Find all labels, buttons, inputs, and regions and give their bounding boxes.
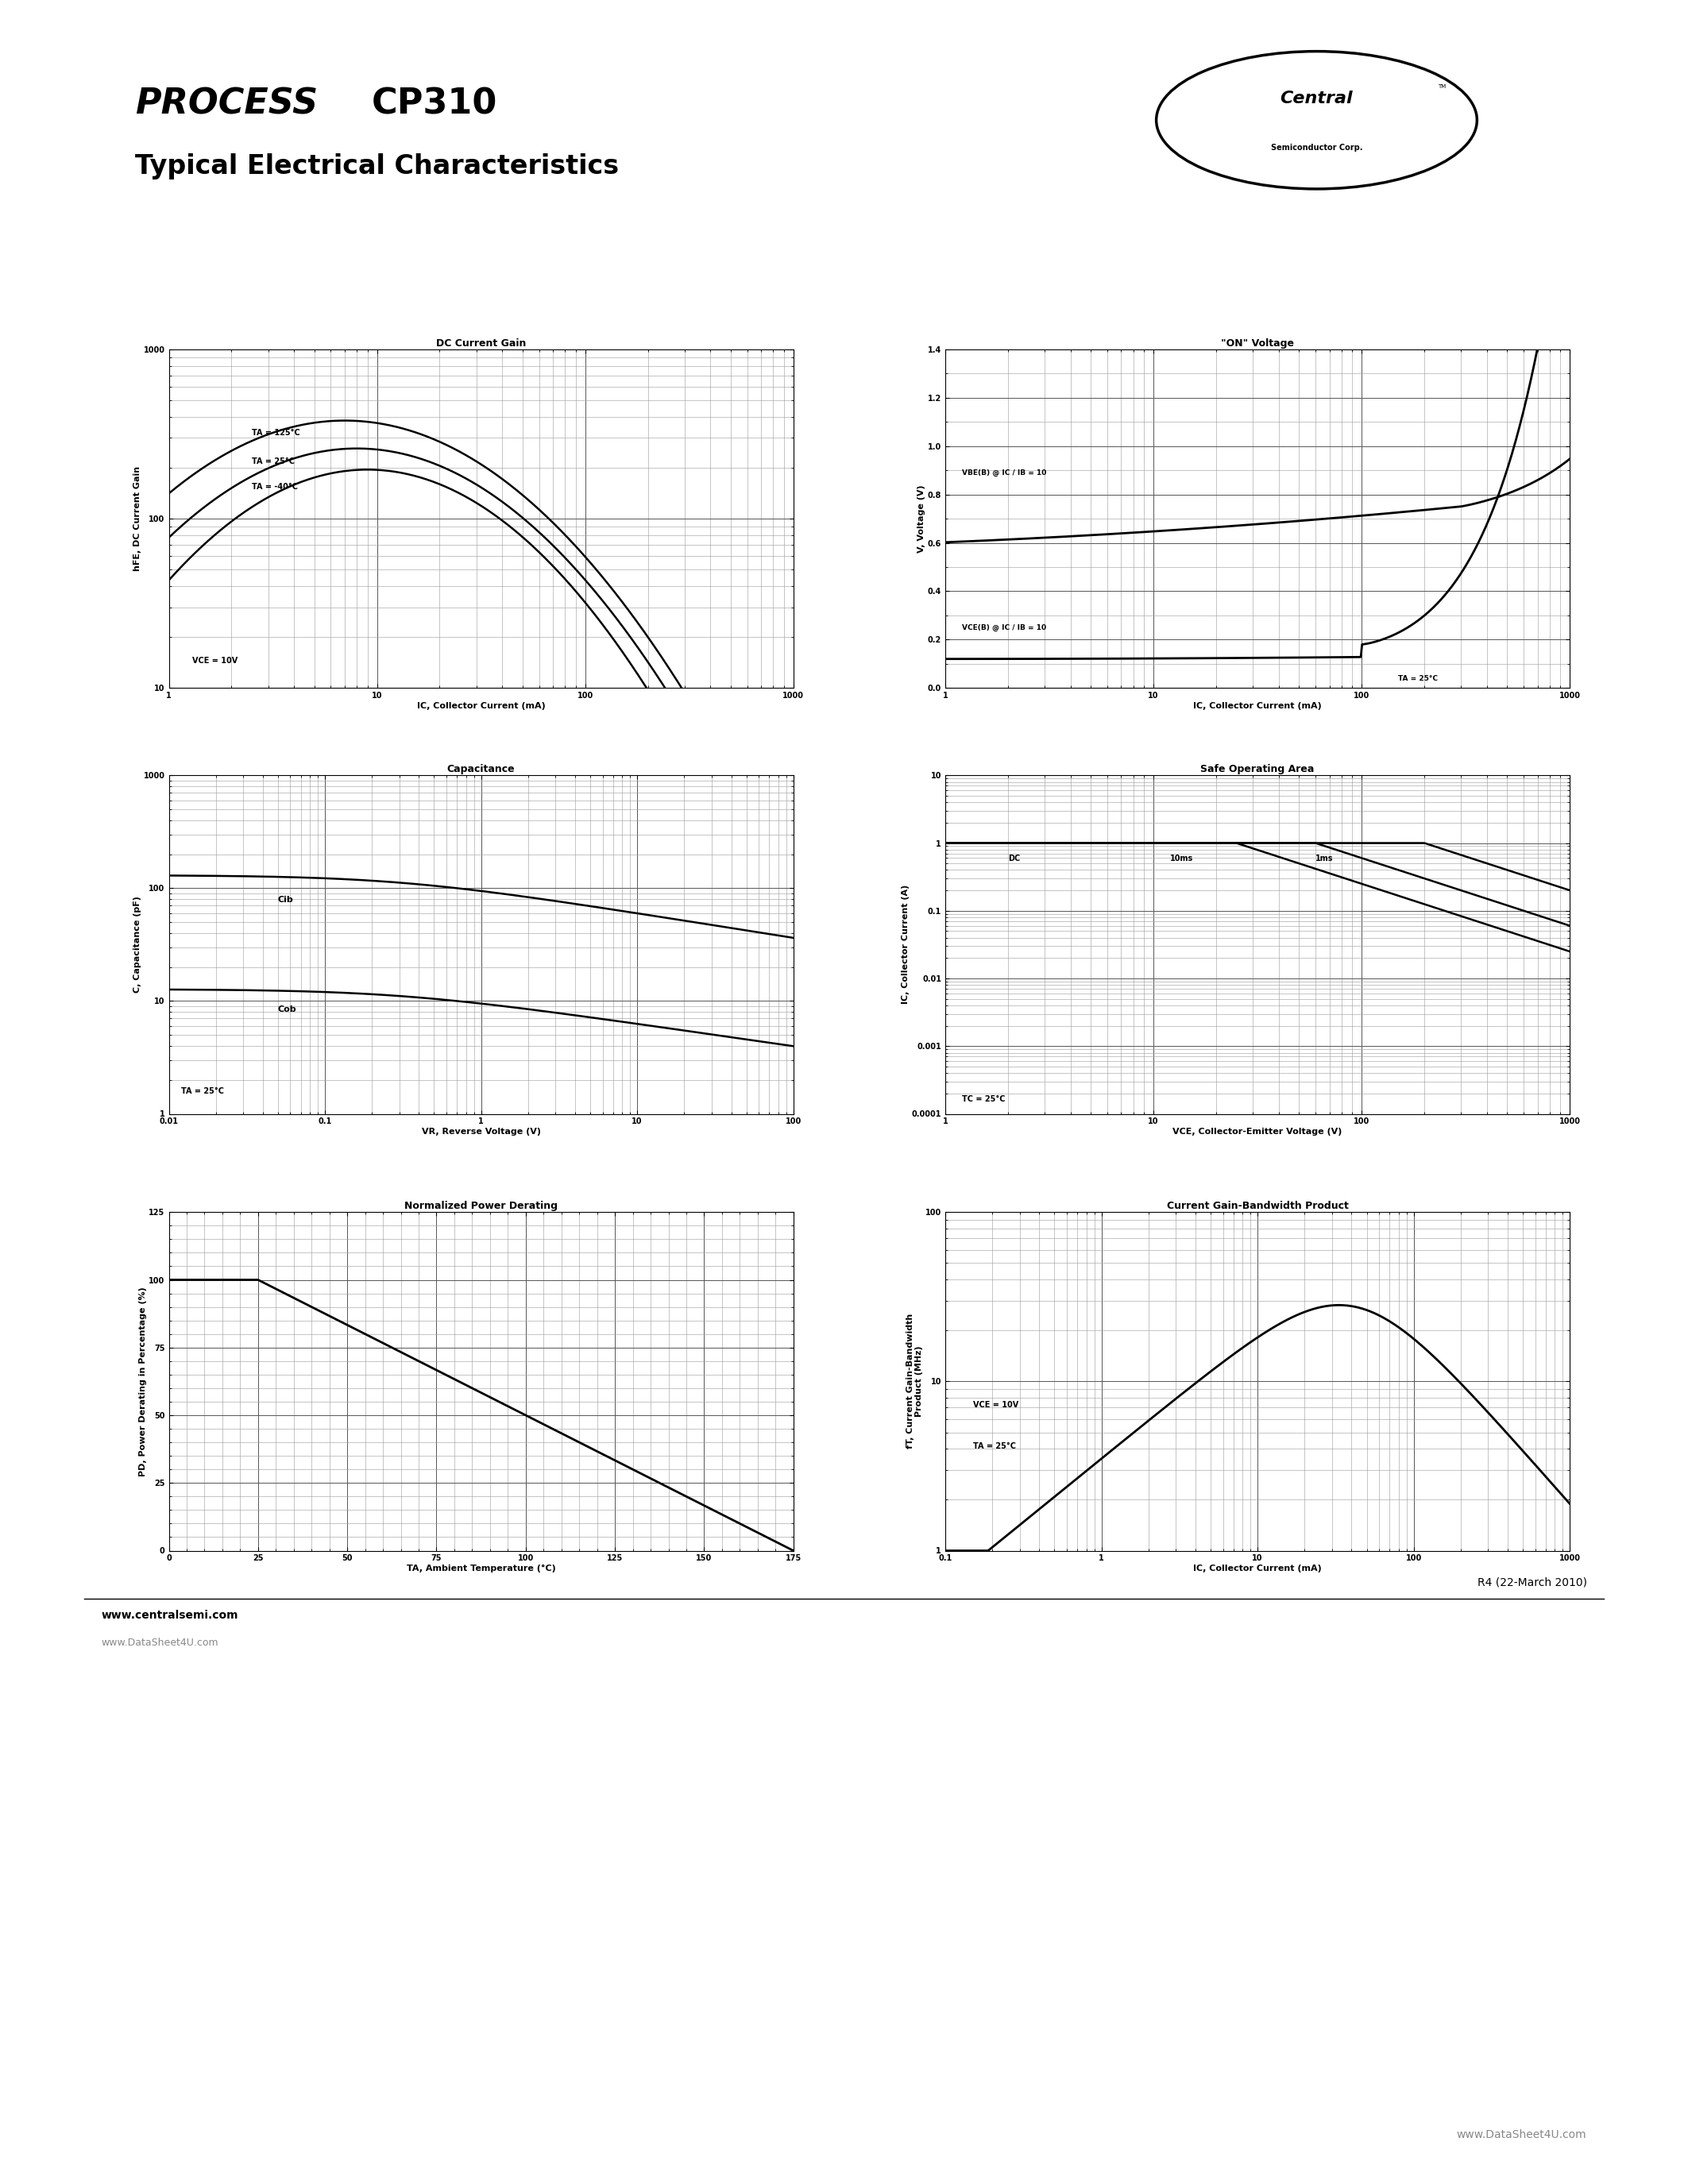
Text: www.DataSheet4U.com: www.DataSheet4U.com (1457, 2129, 1587, 2140)
Text: VCE = 10V: VCE = 10V (972, 1402, 1018, 1409)
X-axis label: TA, Ambient Temperature (°C): TA, Ambient Temperature (°C) (407, 1564, 555, 1572)
Text: VCE = 10V: VCE = 10V (192, 657, 238, 664)
Text: R4 (22-March 2010): R4 (22-March 2010) (1477, 1577, 1587, 1588)
Title: Safe Operating Area: Safe Operating Area (1200, 764, 1315, 775)
X-axis label: IC, Collector Current (mA): IC, Collector Current (mA) (1193, 1564, 1322, 1572)
Text: TA = 25°C: TA = 25°C (181, 1088, 225, 1096)
Text: TA = -40°C: TA = -40°C (252, 483, 297, 491)
X-axis label: VR, Reverse Voltage (V): VR, Reverse Voltage (V) (422, 1127, 540, 1136)
X-axis label: IC, Collector Current (mA): IC, Collector Current (mA) (417, 701, 545, 710)
X-axis label: VCE, Collector-Emitter Voltage (V): VCE, Collector-Emitter Voltage (V) (1173, 1127, 1342, 1136)
Text: Cib: Cib (279, 895, 294, 904)
Y-axis label: IC, Collector Current (A): IC, Collector Current (A) (901, 885, 910, 1005)
Text: VCE(B) @ IC / IB = 10: VCE(B) @ IC / IB = 10 (962, 625, 1047, 631)
Text: TA = 125°C: TA = 125°C (252, 430, 300, 437)
Text: TA = 25°C: TA = 25°C (252, 459, 294, 465)
Y-axis label: PD, Power Derating in Percentage (%): PD, Power Derating in Percentage (%) (138, 1286, 147, 1476)
Title: Capacitance: Capacitance (447, 764, 515, 775)
Y-axis label: C, Capacitance (pF): C, Capacitance (pF) (133, 895, 142, 994)
Text: Cob: Cob (279, 1005, 297, 1013)
Text: TA = 25°C: TA = 25°C (972, 1441, 1016, 1450)
Title: "ON" Voltage: "ON" Voltage (1220, 339, 1295, 349)
Title: Normalized Power Derating: Normalized Power Derating (405, 1201, 557, 1212)
Text: DC: DC (1008, 854, 1020, 863)
Title: DC Current Gain: DC Current Gain (436, 339, 527, 349)
Text: Typical Electrical Characteristics: Typical Electrical Characteristics (135, 153, 619, 179)
Text: 1ms: 1ms (1315, 854, 1334, 863)
Y-axis label: hFE, DC Current Gain: hFE, DC Current Gain (133, 465, 142, 572)
Text: 10ms: 10ms (1170, 854, 1193, 863)
Title: Current Gain-Bandwidth Product: Current Gain-Bandwidth Product (1166, 1201, 1349, 1212)
Text: TC = 25°C: TC = 25°C (962, 1096, 1004, 1103)
Text: www.DataSheet4U.com: www.DataSheet4U.com (101, 1638, 218, 1649)
Text: PROCESS: PROCESS (135, 87, 317, 122)
Text: VBE(B) @ IC / IB = 10: VBE(B) @ IC / IB = 10 (962, 470, 1047, 476)
Text: www.centralsemi.com: www.centralsemi.com (101, 1610, 238, 1621)
Text: CP310: CP310 (371, 87, 498, 122)
Text: Central: Central (1280, 92, 1354, 107)
X-axis label: IC, Collector Current (mA): IC, Collector Current (mA) (1193, 701, 1322, 710)
Y-axis label: fT, Current Gain-Bandwidth
Product (MHz): fT, Current Gain-Bandwidth Product (MHz) (906, 1315, 923, 1448)
Text: Semiconductor Corp.: Semiconductor Corp. (1271, 144, 1362, 151)
Y-axis label: V, Voltage (V): V, Voltage (V) (918, 485, 925, 553)
Text: TA = 25°C: TA = 25°C (1398, 675, 1438, 681)
Text: TM: TM (1438, 85, 1445, 90)
